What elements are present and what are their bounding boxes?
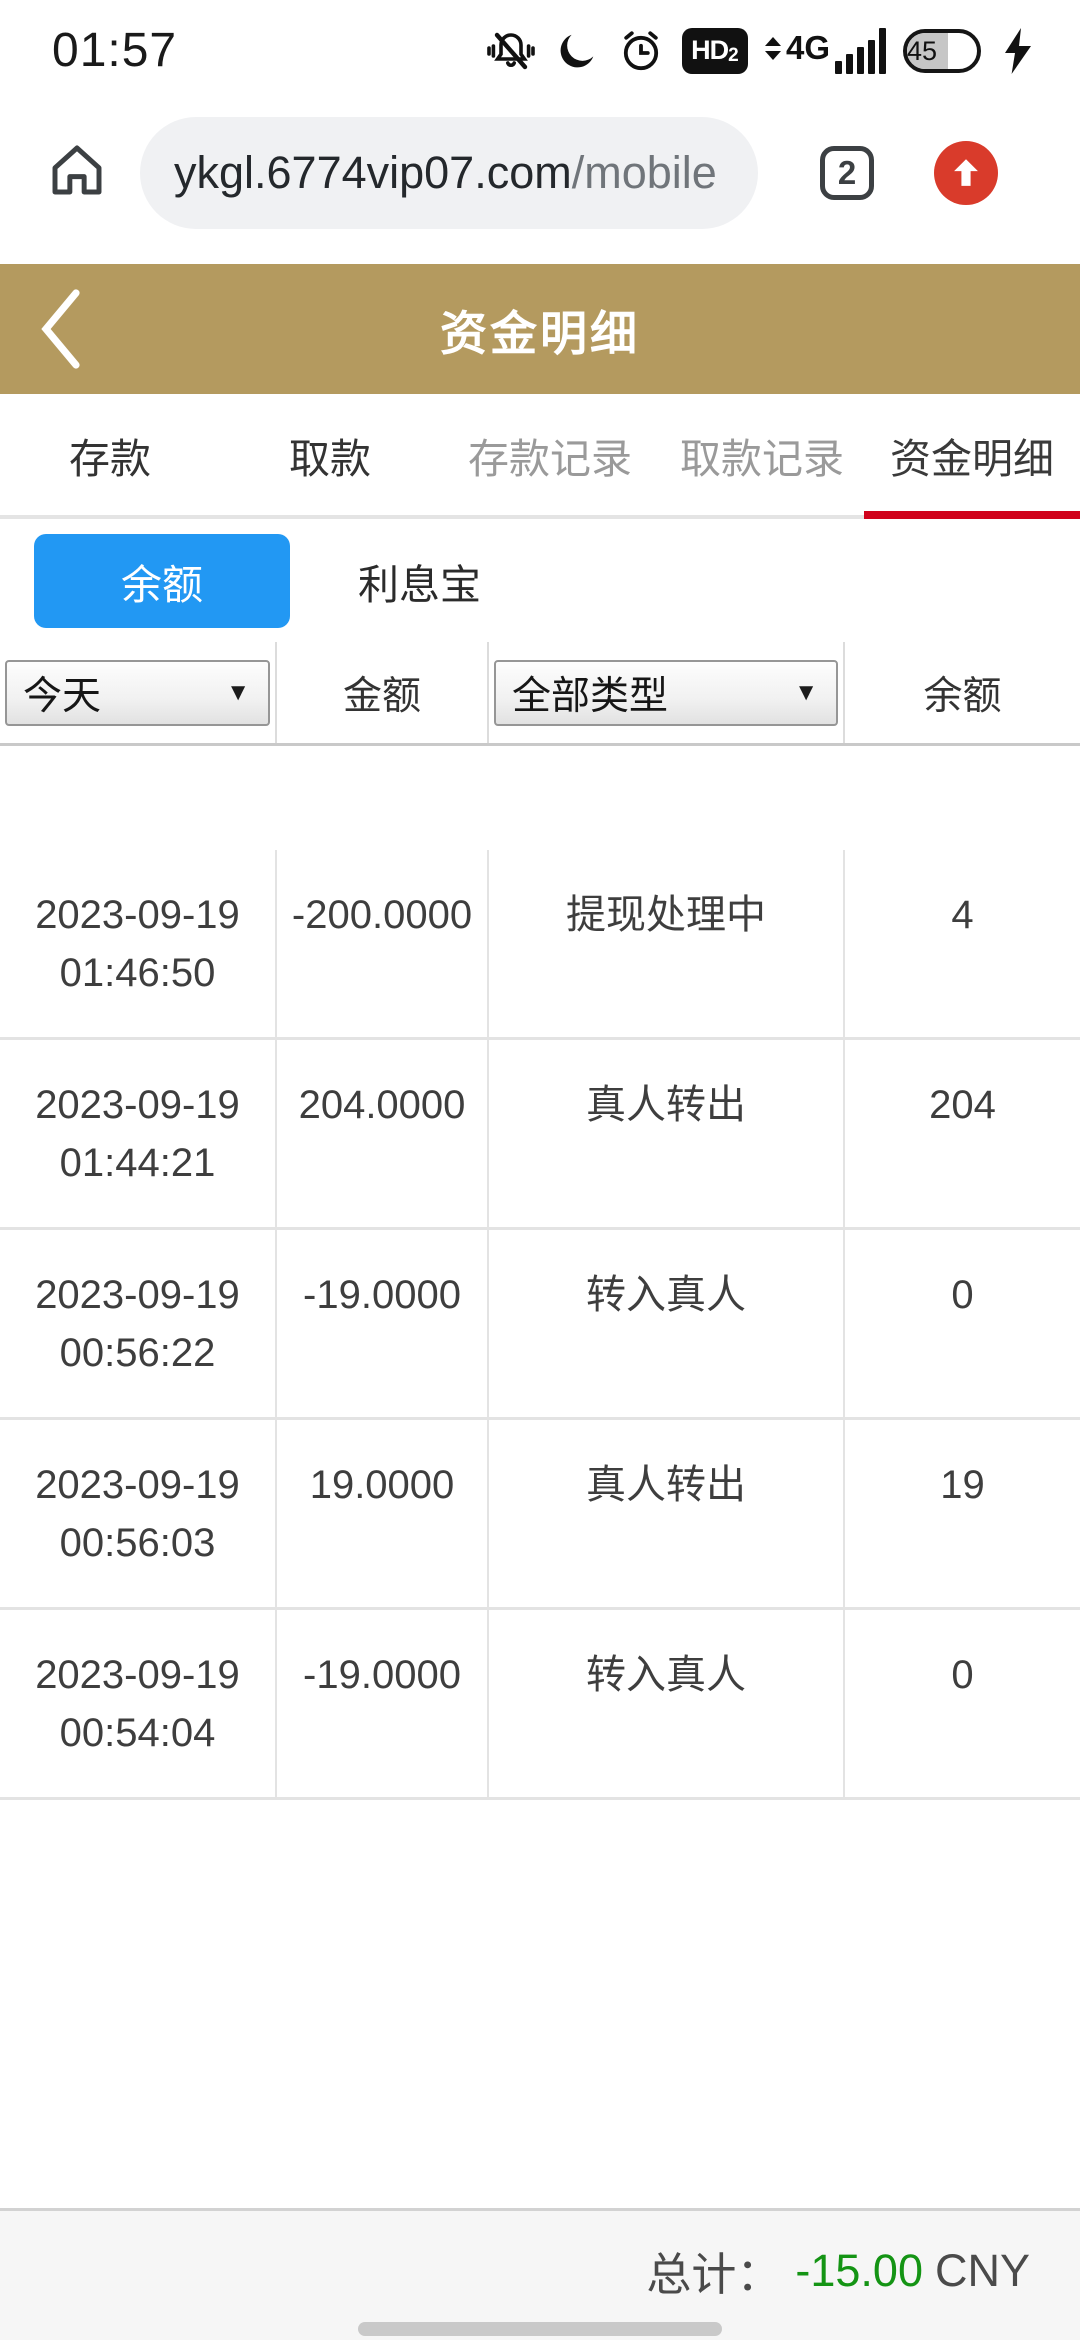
- cell-amount: 19.0000: [277, 1420, 489, 1607]
- amount-column-header-cell: 金额: [277, 642, 489, 743]
- dropdown-arrow-icon: ▼: [794, 678, 818, 706]
- home-indicator-bar[interactable]: [358, 2322, 722, 2336]
- amount-column-header: 金额: [342, 674, 421, 718]
- status-icons: HD 2 4G 45: [485, 26, 1038, 76]
- date-filter-value: 今天: [23, 674, 102, 718]
- network-4g-icon: 4G: [764, 27, 886, 74]
- url-host: ykgl.6774vip07.com: [174, 146, 572, 198]
- balance-column-header-cell: 余额: [845, 642, 1080, 743]
- subtab-row: 余额 利息宝: [0, 519, 1080, 642]
- cell-datetime: 2023-09-19 01:44:21: [0, 1040, 277, 1227]
- tab-deposit-records[interactable]: 存款记录: [468, 435, 632, 482]
- back-chevron-icon[interactable]: [34, 287, 94, 371]
- cell-datetime: 2023-09-19 00:56:03: [0, 1420, 277, 1607]
- type-filter-value: 全部类型: [512, 674, 669, 718]
- table-row: 2023-09-19 00:56:22 -19.0000 转入真人 0: [0, 1230, 1080, 1420]
- tab-withdraw-records[interactable]: 取款记录: [680, 435, 844, 482]
- transactions-table: 2023-09-19 01:46:50 -200.0000 提现处理中 4 202…: [0, 850, 1080, 1800]
- cell-datetime: 2023-09-19 00:54:04: [0, 1610, 277, 1797]
- cell-amount: -19.0000: [277, 1610, 489, 1797]
- data-updown-arrows-icon: [764, 36, 781, 60]
- cell-balance: 19: [940, 1463, 985, 1507]
- browser-toolbar: ykgl.6774vip07.com/mobile 2: [0, 95, 1080, 264]
- url-path: /mobile: [571, 146, 717, 198]
- tab-withdraw[interactable]: 取款: [289, 435, 371, 482]
- balance-column-header: 余额: [923, 674, 1002, 718]
- battery-icon: 45: [903, 28, 981, 73]
- cell-type: 转入真人: [489, 1230, 845, 1417]
- cell-type: 提现处理中: [489, 850, 845, 1037]
- table-row: 2023-09-19 00:54:04 -19.0000 转入真人 0: [0, 1610, 1080, 1800]
- cell-type: 真人转出: [489, 1420, 845, 1607]
- night-mode-moon-icon: [554, 28, 600, 74]
- table-row: 2023-09-19 01:44:21 204.0000 真人转出 204: [0, 1040, 1080, 1230]
- date-filter-cell: 今天 ▼: [0, 642, 277, 743]
- total-value: -15.00: [795, 2244, 923, 2296]
- tab-fund-details[interactable]: 资金明细: [864, 394, 1080, 519]
- cell-balance: 0: [951, 1273, 974, 1317]
- cell-balance: 204: [929, 1083, 996, 1127]
- mute-bell-icon: [485, 27, 537, 75]
- total-currency: CNY: [934, 2244, 1030, 2296]
- home-icon[interactable]: [44, 137, 110, 208]
- cell-type: 真人转出: [489, 1040, 845, 1227]
- tab-deposit[interactable]: 存款: [69, 435, 151, 482]
- cell-datetime: 2023-09-19 01:46:50: [0, 850, 277, 1037]
- table-row: 2023-09-19 00:56:03 19.0000 真人转出 19: [0, 1420, 1080, 1610]
- page-title: 资金明细: [440, 306, 640, 360]
- status-bar: 01:57: [0, 0, 1080, 95]
- page-header: 资金明细: [0, 264, 1080, 394]
- type-filter-select[interactable]: 全部类型 ▼: [494, 659, 838, 726]
- type-filter-cell: 全部类型 ▼: [489, 642, 845, 743]
- dropdown-arrow-icon: ▼: [226, 678, 250, 706]
- cell-balance: 0: [951, 1653, 974, 1697]
- interest-tab[interactable]: 利息宝: [358, 561, 481, 608]
- total-footer: 总计： -15.00 CNY: [0, 2208, 1080, 2340]
- cell-amount: -19.0000: [277, 1230, 489, 1417]
- cell-amount: 204.0000: [277, 1040, 489, 1227]
- total-label: 总计：: [646, 2249, 782, 2300]
- cell-datetime: 2023-09-19 00:56:22: [0, 1230, 277, 1417]
- clock: 01:57: [52, 24, 178, 77]
- charging-bolt-icon: [998, 26, 1038, 76]
- table-row: 2023-09-19 01:46:50 -200.0000 提现处理中 4: [0, 850, 1080, 1040]
- tab-strip: 存款 取款 存款记录 取款记录 资金明细: [0, 394, 1080, 519]
- balance-button[interactable]: 余额: [34, 533, 290, 628]
- signal-bars-icon: [835, 27, 886, 74]
- date-filter-select[interactable]: 今天 ▼: [5, 659, 270, 726]
- filter-header-row: 今天 ▼ 金额 全部类型 ▼ 余额: [0, 642, 1080, 746]
- tab-counter-button[interactable]: 2: [820, 145, 874, 200]
- browser-update-icon[interactable]: [934, 140, 998, 205]
- alarm-clock-icon: [617, 27, 665, 75]
- hd2-badge: HD 2: [681, 27, 748, 74]
- cell-balance: 4: [951, 893, 974, 937]
- cell-type: 转入真人: [489, 1610, 845, 1797]
- cell-amount: -200.0000: [277, 850, 489, 1037]
- url-bar[interactable]: ykgl.6774vip07.com/mobile: [140, 116, 758, 229]
